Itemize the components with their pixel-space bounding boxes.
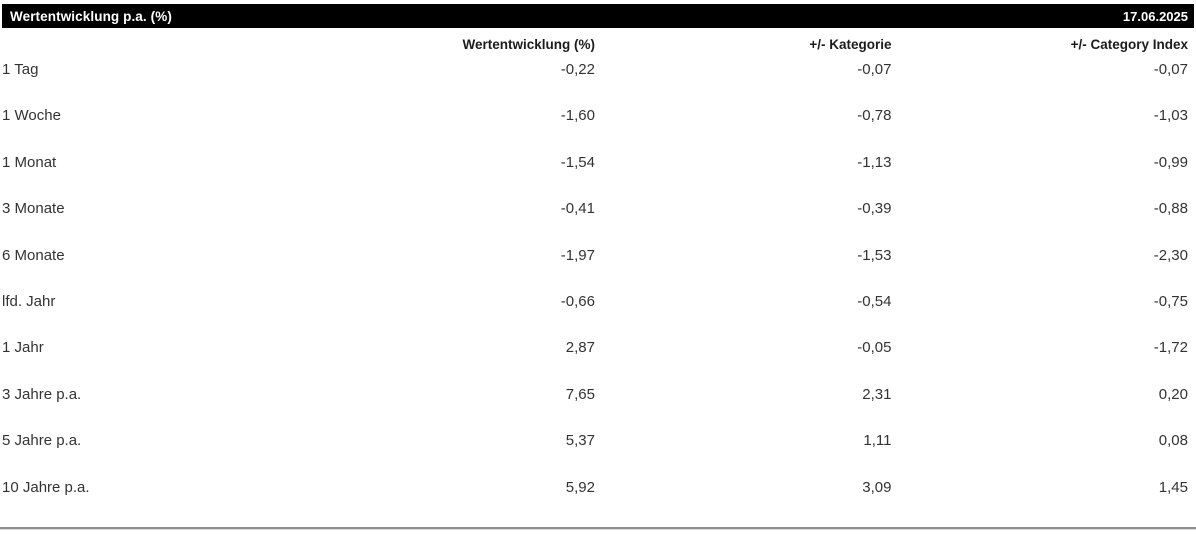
table-row: 3 Jahre p.a. 7,65 2,31 0,20 — [2, 377, 1188, 423]
column-header-label — [2, 28, 299, 52]
row-label: 6 Monate — [2, 246, 65, 264]
category-value: -0,05 — [857, 339, 892, 357]
performance-value: -1,60 — [560, 107, 595, 125]
category-value: -1,53 — [857, 246, 892, 264]
performance-value: 7,65 — [565, 385, 595, 403]
performance-value: -0,41 — [560, 200, 595, 218]
category-index-value: -0,07 — [1153, 61, 1188, 78]
category-index-value: 0,20 — [1158, 385, 1188, 403]
category-index-value: -2,30 — [1153, 246, 1188, 264]
section-title: Wertentwicklung p.a. (%) — [10, 8, 172, 24]
column-header-category-index: +/- Category Index — [1070, 37, 1188, 52]
section-header-bar: Wertentwicklung p.a. (%) 17.06.2025 — [2, 4, 1194, 28]
section-date: 17.06.2025 — [1122, 8, 1188, 24]
category-value: 1,11 — [863, 432, 892, 450]
category-index-value: -1,03 — [1153, 107, 1188, 125]
performance-value: -1,97 — [560, 246, 595, 264]
category-index-value: 1,45 — [1158, 478, 1188, 496]
row-label: 1 Jahr — [2, 339, 44, 357]
row-label: lfd. Jahr — [2, 292, 56, 310]
category-index-value: 0,08 — [1158, 432, 1188, 450]
table-row: 1 Woche -1,60 -0,78 -1,03 — [2, 98, 1188, 144]
category-index-value: -0,88 — [1153, 200, 1188, 218]
category-value: 2,31 — [862, 385, 892, 403]
table-row: 6 Monate -1,97 -1,53 -2,30 — [2, 238, 1188, 284]
table-row: 1 Monat -1,54 -1,13 -0,99 — [2, 145, 1188, 191]
performance-value: 2,87 — [565, 339, 595, 357]
category-index-value: -1,72 — [1153, 339, 1188, 357]
row-label: 5 Jahre p.a. — [2, 432, 82, 450]
row-label: 3 Jahre p.a. — [2, 385, 82, 403]
table-row: 1 Tag -0,22 -0,07 -0,07 — [2, 52, 1188, 98]
row-label: 10 Jahre p.a. — [2, 478, 90, 496]
column-header-category: +/- Kategorie — [809, 37, 892, 52]
category-value: 3,09 — [862, 478, 892, 496]
category-value: -1,13 — [857, 153, 892, 171]
row-label: 1 Monat — [2, 153, 57, 171]
performance-table: Wertentwicklung (%) +/- Kategorie +/- Ca… — [2, 28, 1188, 516]
category-value: -0,07 — [857, 61, 892, 78]
row-label: 1 Woche — [2, 107, 61, 125]
column-header-performance: Wertentwicklung (%) — [462, 37, 595, 52]
performance-value: -0,22 — [560, 61, 595, 78]
table-header-row: Wertentwicklung (%) +/- Kategorie +/- Ca… — [2, 28, 1188, 52]
row-label: 3 Monate — [2, 200, 65, 218]
performance-value: -1,54 — [560, 153, 595, 171]
category-value: -0,78 — [857, 107, 892, 125]
performance-value: 5,37 — [565, 432, 595, 450]
bottom-divider — [0, 526, 1196, 530]
performance-value: 5,92 — [565, 478, 595, 496]
table-row: lfd. Jahr -0,66 -0,54 -0,75 — [2, 284, 1188, 330]
table-row: 3 Monate -0,41 -0,39 -0,88 — [2, 191, 1188, 237]
category-index-value: -0,99 — [1153, 153, 1188, 171]
table-row: 5 Jahre p.a. 5,37 1,11 0,08 — [2, 423, 1188, 469]
category-value: -0,54 — [857, 292, 892, 310]
category-index-value: -0,75 — [1153, 292, 1188, 310]
performance-value: -0,66 — [560, 292, 595, 310]
category-value: -0,39 — [857, 200, 892, 218]
table-row: 10 Jahre p.a. 5,92 3,09 1,45 — [2, 470, 1188, 516]
row-label: 1 Tag — [2, 61, 39, 78]
table-row: 1 Jahr 2,87 -0,05 -1,72 — [2, 330, 1188, 376]
